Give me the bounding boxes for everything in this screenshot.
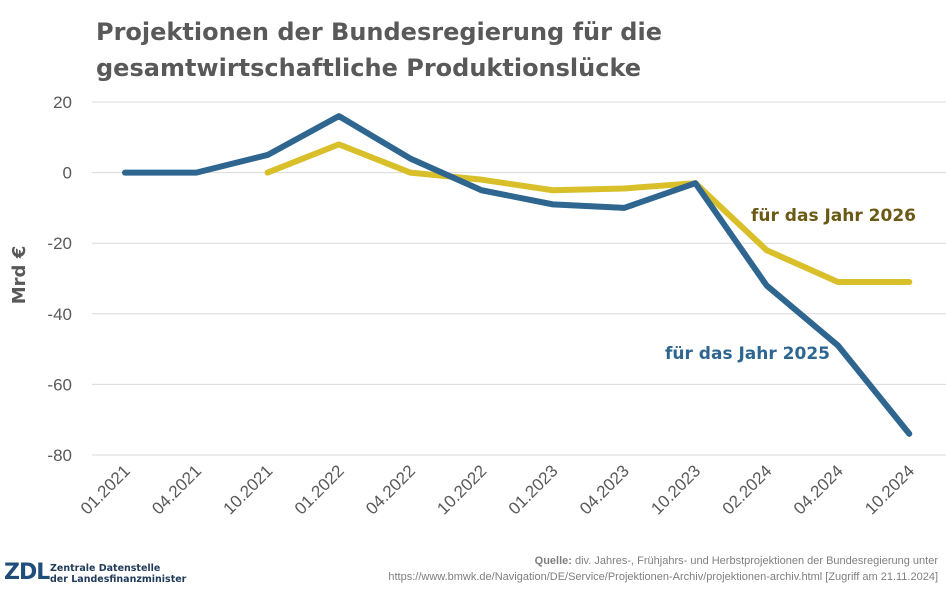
gridlines [92,101,946,456]
x-tick-label: 01.2021 [77,461,134,518]
zdl-logo-text: Zentrale Datenstelle der Landesfinanzmin… [50,563,186,585]
x-tick-label: 10.2021 [220,461,277,518]
x-tick-label: 01.2022 [291,461,348,518]
series-line-1 [264,141,913,286]
y-tick-label: -80 [47,446,72,465]
x-tick-label: 10.2022 [433,461,490,518]
x-tick-label: 01.2023 [505,461,562,518]
series-label-2026: für das Jahr 2026 [751,206,916,226]
x-tick-label: 04.2022 [362,461,419,518]
series-label-2025: für das Jahr 2025 [665,344,830,364]
x-tick-label: 04.2024 [790,461,847,518]
zdl-logo: ZDL Zentrale Datenstelle der Landesfinan… [4,560,204,588]
series-lines [122,113,913,437]
x-tick-label: 10.2023 [647,461,704,518]
y-tick-label: 20 [53,93,72,112]
x-tick-label: 10.2024 [861,461,918,518]
source-note: Quelle: div. Jahres-, Frühjahrs- und Her… [388,553,938,585]
source-label: Quelle: [534,555,572,567]
logo-line-2: der Landesfinanzminister [50,574,187,585]
x-tick-label: 04.2021 [148,461,205,518]
series-line-0 [122,113,913,437]
x-tick-label: 04.2023 [576,461,633,518]
zdl-logo-mark: ZDL [4,560,50,585]
y-tick-label: -40 [47,305,72,324]
y-tick-label: -60 [47,375,72,394]
y-tick-label: 0 [63,164,72,183]
y-tick-labels: 20 0 -20 -40 -60 -80 [47,93,72,465]
source-text: div. Jahres-, Frühjahrs- und Herbstproje… [575,555,938,567]
y-tick-label: -20 [47,234,72,253]
y-axis-label: Mrd € [9,246,30,304]
logo-line-1: Zentrale Datenstelle [50,563,161,574]
source-url: https://www.bmwk.de/Navigation/DE/Servic… [388,571,938,583]
chart-title: Projektionen der Bundesregierung für die… [96,18,662,82]
x-tick-label: 02.2024 [719,461,776,518]
x-tick-labels: 01.2021 04.2021 10.2021 01.2022 04.2022 10.20… [77,461,918,518]
